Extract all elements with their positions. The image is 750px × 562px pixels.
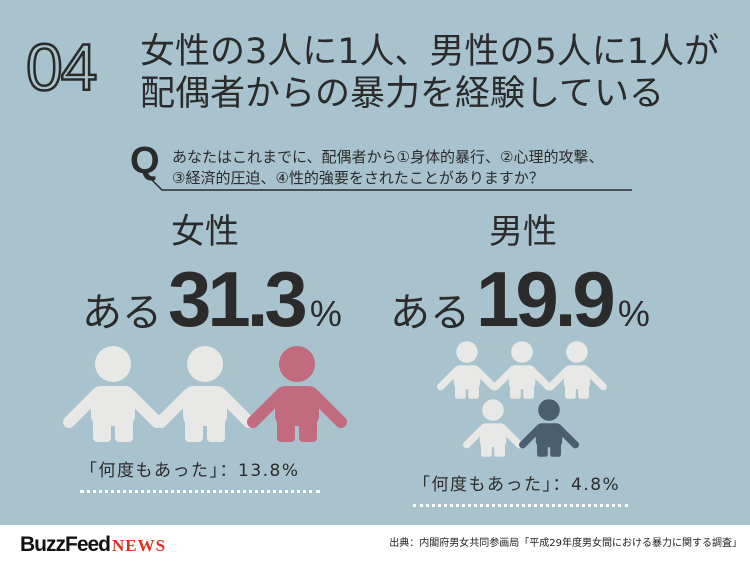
source-citation: 出典：内閣府男女共同参画局「平成29年度男女間における暴力に関する調査」 [389,538,742,549]
question-line-2: ③経済的圧迫、④性的強要をされたことがありますか？ [172,169,544,187]
headline: 女性の3人に1人、男性の5人に1人が 配偶者からの暴力を経験している [140,31,719,115]
stat-prefix: ある [390,290,470,336]
person-icon-highlighted [247,346,347,442]
footer: BuzzFeed NEWS 出典：内閣府男女共同参画局「平成29年度男女間におけ… [0,525,750,562]
section-number: 04 [25,30,99,104]
stat-unit: % [617,293,650,334]
stat-prefix: ある [82,290,162,336]
caption-female: 「何度もあった」：13.8% [80,460,320,493]
person-icon-highlighted [518,399,580,457]
caption-male: 「何度もあった」：4.8% [413,474,628,507]
people-pictogram-female [63,346,347,442]
person-icon [491,341,553,399]
headline-line-1: 女性の3人に1人、男性の5人に1人が [140,32,720,72]
question-marker: Q [130,140,160,182]
logo-brand: BuzzFeed [20,533,111,556]
people-pictogram-male [436,341,608,457]
buzzfeed-news-logo: BuzzFeed NEWS [20,533,166,557]
group-label-male: 男性 [489,212,557,252]
stat-unit: % [309,293,342,334]
person-icon [436,341,498,399]
person-icon [63,346,163,442]
person-icon [462,399,524,457]
question-text: あなたはこれまでに、配偶者から①身体的暴行、②心理的攻撃、 ③経済的圧迫、④性的… [172,147,603,189]
logo-brand-suffix: NEWS [112,536,167,555]
headline-line-2: 配偶者からの暴力を経験している [140,74,664,114]
stat-male: ある 19.9 % [390,260,650,338]
person-icon [546,341,608,399]
stat-value: 31.3 [168,255,308,343]
group-label-female: 女性 [171,212,239,252]
person-icon [155,346,255,442]
question-line-1: あなたはこれまでに、配偶者から①身体的暴行、②心理的攻撃、 [172,148,604,166]
stat-value: 19.9 [476,255,616,343]
stat-female: ある 31.3 % [82,260,342,338]
